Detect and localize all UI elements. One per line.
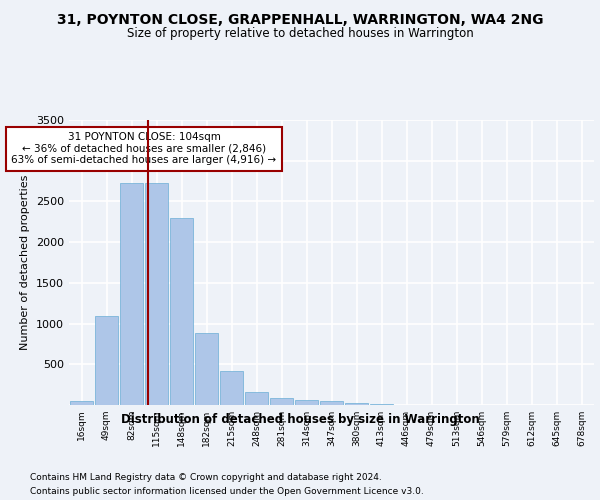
Bar [270, 398, 293, 405]
Bar [170, 218, 193, 405]
Bar [245, 392, 268, 405]
Bar [95, 316, 118, 405]
Y-axis label: Number of detached properties: Number of detached properties [20, 175, 31, 350]
Bar [70, 401, 93, 405]
Text: Contains public sector information licensed under the Open Government Licence v3: Contains public sector information licen… [30, 488, 424, 496]
Bar [220, 371, 243, 405]
Bar [145, 182, 168, 405]
Bar [195, 334, 218, 405]
Text: 31, POYNTON CLOSE, GRAPPENHALL, WARRINGTON, WA4 2NG: 31, POYNTON CLOSE, GRAPPENHALL, WARRINGT… [57, 12, 543, 26]
Bar [370, 404, 393, 405]
Bar [345, 404, 368, 405]
Bar [120, 182, 143, 405]
Text: Contains HM Land Registry data © Crown copyright and database right 2024.: Contains HM Land Registry data © Crown c… [30, 472, 382, 482]
Bar [295, 400, 318, 405]
Bar [320, 401, 343, 405]
Text: Size of property relative to detached houses in Warrington: Size of property relative to detached ho… [127, 28, 473, 40]
Text: Distribution of detached houses by size in Warrington: Distribution of detached houses by size … [121, 412, 479, 426]
Text: 31 POYNTON CLOSE: 104sqm
← 36% of detached houses are smaller (2,846)
63% of sem: 31 POYNTON CLOSE: 104sqm ← 36% of detach… [11, 132, 277, 166]
